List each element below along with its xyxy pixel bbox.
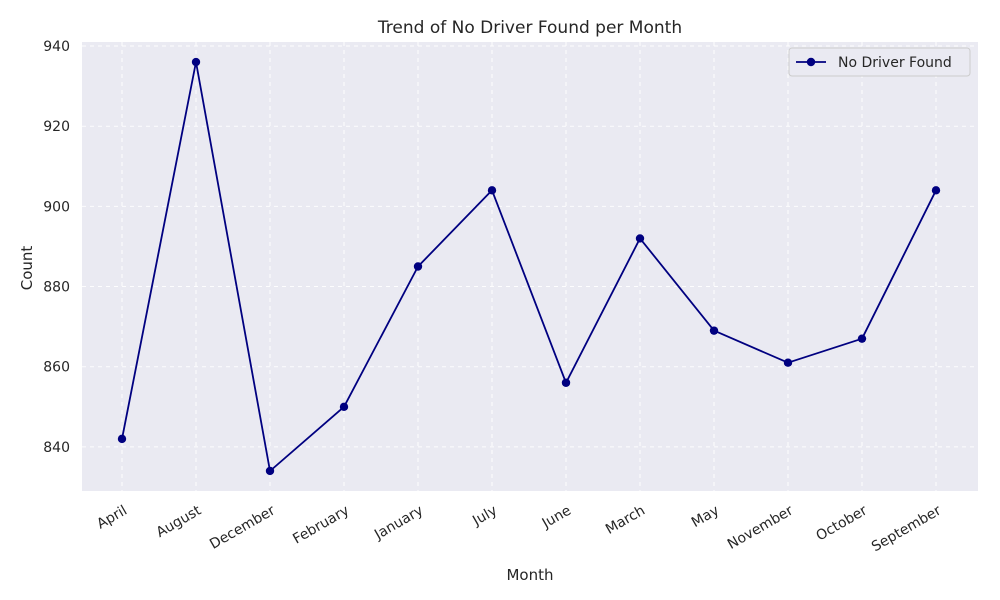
x-axis: April August December February January July Ju… <box>94 502 944 555</box>
x-tick-label: May <box>689 503 722 531</box>
x-tick-label: November <box>725 502 796 552</box>
data-point <box>413 262 423 271</box>
x-tick-label: October <box>813 502 870 544</box>
legend: No Driver Found <box>788 47 971 77</box>
data-point <box>857 334 867 343</box>
chart-title: Trend of No Driver Found per Month <box>377 18 682 38</box>
data-point <box>117 434 127 444</box>
data-point <box>635 234 645 243</box>
y-axis: 840 860 880 900 920 940 <box>43 39 70 456</box>
legend-marker-swatch <box>806 57 816 67</box>
x-tick-label: March <box>603 503 648 538</box>
data-point <box>265 466 275 476</box>
x-tick-label: February <box>290 503 352 548</box>
x-tick-label: December <box>207 502 278 552</box>
data-point <box>931 186 941 195</box>
y-tick-label: 880 <box>43 280 70 296</box>
x-axis-label: Month <box>506 566 553 584</box>
y-axis-label: Count <box>18 246 36 291</box>
series-line <box>121 61 937 472</box>
data-point <box>783 358 793 367</box>
legend-label: No Driver Found <box>838 55 952 71</box>
x-tick-label: June <box>539 503 574 533</box>
x-tick-label: September <box>869 502 944 555</box>
data-point <box>561 378 571 387</box>
x-tick-label: August <box>154 502 205 541</box>
y-tick-label: 920 <box>43 119 70 135</box>
y-tick-label: 840 <box>43 440 70 456</box>
x-tick-label: July <box>469 503 500 530</box>
data-point <box>709 326 719 335</box>
x-tick-label: April <box>94 503 130 533</box>
x-tick-label: January <box>371 503 426 544</box>
plot-area <box>82 42 978 491</box>
data-point <box>339 402 349 412</box>
data-point <box>487 186 497 195</box>
y-tick-label: 900 <box>43 199 70 215</box>
data-point <box>191 57 201 67</box>
y-tick-label: 860 <box>43 360 70 376</box>
grid <box>82 42 978 491</box>
legend-box <box>788 47 971 77</box>
series-layer <box>117 57 941 476</box>
y-tick-label: 940 <box>43 39 70 55</box>
